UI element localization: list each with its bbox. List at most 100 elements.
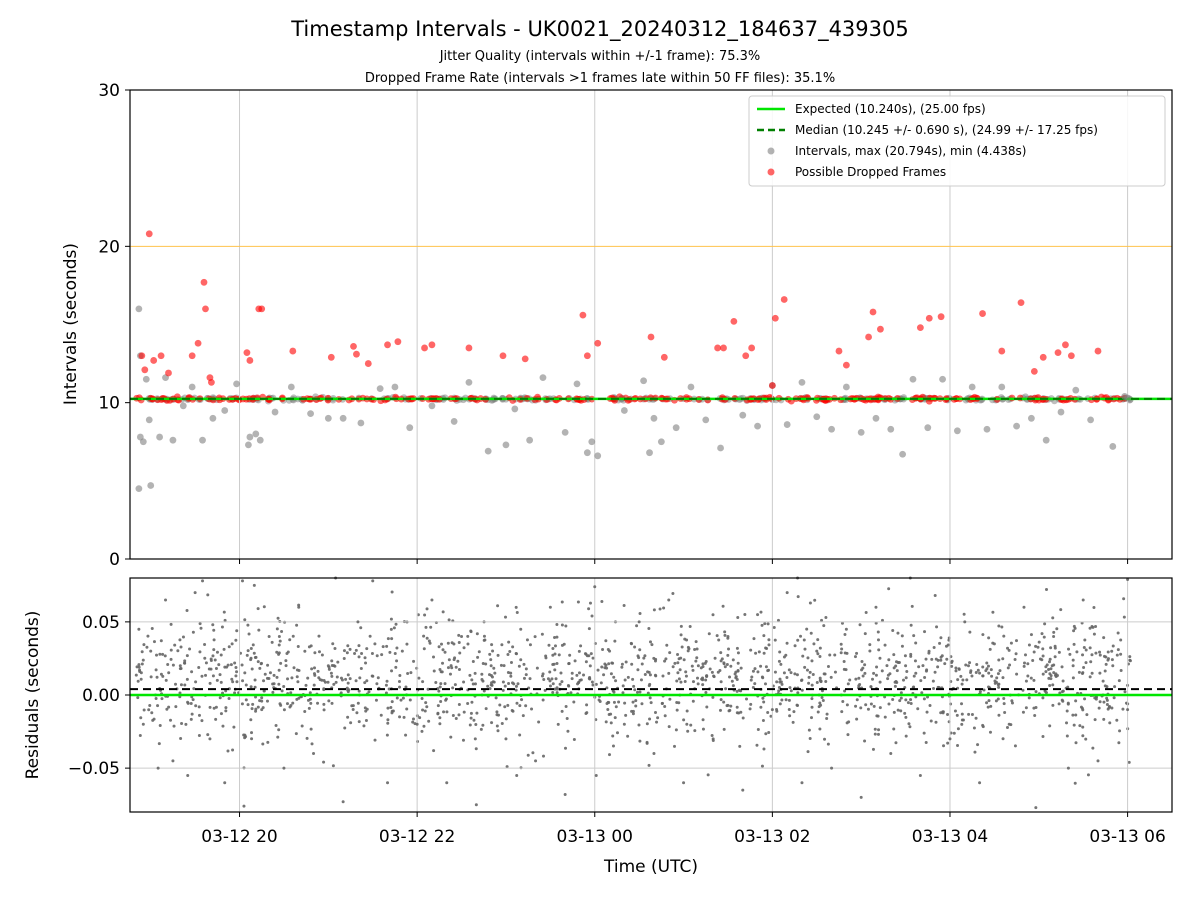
point-residuals bbox=[1110, 658, 1114, 662]
legend-dropped-label: Possible Dropped Frames bbox=[795, 165, 946, 179]
point-residuals bbox=[668, 651, 672, 655]
point-residuals bbox=[155, 653, 159, 657]
point-residuals bbox=[718, 708, 722, 712]
point-residuals bbox=[551, 653, 555, 657]
point-residuals bbox=[392, 626, 396, 630]
point-residuals bbox=[970, 674, 974, 678]
point-intervals bbox=[702, 416, 710, 424]
point-residuals bbox=[1027, 643, 1031, 647]
point-residuals bbox=[903, 711, 907, 715]
point-residuals bbox=[777, 659, 781, 663]
point-residuals bbox=[727, 647, 731, 651]
point-residuals bbox=[620, 662, 624, 666]
point-residuals bbox=[233, 661, 237, 665]
point-residuals bbox=[426, 687, 430, 691]
point-residuals bbox=[517, 664, 521, 668]
point-residuals bbox=[818, 676, 822, 680]
point-residuals bbox=[329, 671, 333, 675]
point-residuals bbox=[664, 657, 668, 661]
point-intervals bbox=[583, 449, 591, 457]
point-residuals bbox=[404, 685, 408, 689]
point-residuals bbox=[825, 717, 829, 721]
point-residuals bbox=[219, 653, 223, 657]
point-residuals bbox=[274, 723, 278, 727]
point-residuals bbox=[922, 697, 926, 701]
point-residuals bbox=[374, 698, 378, 702]
point-residuals bbox=[824, 616, 828, 620]
point-residuals bbox=[266, 663, 270, 667]
point-residuals bbox=[489, 673, 493, 677]
point-residuals bbox=[723, 633, 727, 637]
point-residuals bbox=[390, 637, 394, 641]
point-residuals bbox=[684, 674, 688, 678]
point-residuals bbox=[756, 727, 760, 731]
point-residuals bbox=[504, 615, 508, 619]
point-residuals bbox=[649, 701, 653, 705]
point-residuals bbox=[480, 672, 484, 676]
point-residuals bbox=[762, 747, 766, 751]
point-residuals bbox=[211, 654, 215, 658]
point-residuals bbox=[677, 657, 681, 661]
point-residuals bbox=[457, 702, 461, 706]
chart-title: Timestamp Intervals - UK0021_20240312_18… bbox=[290, 17, 909, 42]
point-residuals bbox=[626, 734, 630, 738]
point-residuals bbox=[904, 664, 908, 668]
point-residuals bbox=[423, 709, 427, 713]
point-residuals bbox=[588, 601, 592, 605]
point-residuals bbox=[508, 649, 512, 653]
point-residuals bbox=[908, 725, 912, 729]
point-residuals bbox=[140, 662, 144, 666]
point-intervals bbox=[1013, 422, 1020, 430]
point-residuals bbox=[663, 714, 667, 718]
point-residuals bbox=[716, 670, 720, 674]
point-residuals bbox=[198, 622, 202, 626]
point-residuals bbox=[1027, 696, 1031, 700]
point-residuals bbox=[662, 606, 666, 610]
point-residuals bbox=[984, 669, 988, 673]
point-residuals bbox=[707, 632, 711, 636]
point-residuals bbox=[215, 678, 219, 682]
point-residuals bbox=[277, 652, 281, 656]
point-residuals bbox=[346, 673, 350, 677]
point-residuals bbox=[256, 660, 260, 664]
point-residuals bbox=[363, 681, 367, 685]
point-residuals bbox=[397, 679, 401, 683]
point-residuals bbox=[986, 664, 990, 668]
point-residuals bbox=[871, 747, 875, 751]
point-residuals bbox=[787, 668, 791, 672]
point-residuals bbox=[823, 737, 827, 741]
point-residuals bbox=[495, 724, 499, 728]
point-residuals bbox=[1081, 598, 1085, 602]
point-residuals bbox=[395, 696, 399, 700]
point-residuals bbox=[1052, 671, 1056, 675]
point-residuals bbox=[1093, 696, 1097, 700]
point-intervals bbox=[739, 411, 747, 419]
point-residuals bbox=[199, 626, 203, 630]
point-residuals bbox=[295, 623, 299, 627]
point-residuals bbox=[395, 659, 399, 663]
point-residuals bbox=[924, 669, 928, 673]
point-residuals bbox=[878, 656, 882, 660]
point-residuals bbox=[330, 674, 334, 678]
point-residuals bbox=[672, 744, 676, 748]
point-residuals bbox=[636, 668, 640, 672]
point-residuals bbox=[874, 605, 878, 609]
point-residuals bbox=[509, 660, 513, 664]
point-residuals bbox=[400, 649, 404, 653]
point-residuals bbox=[1041, 672, 1045, 676]
point-residuals bbox=[875, 665, 879, 669]
point-residuals bbox=[605, 666, 609, 670]
point-residuals bbox=[733, 672, 737, 676]
point-residuals bbox=[364, 709, 368, 713]
point-residuals bbox=[385, 644, 389, 648]
point-residuals bbox=[810, 705, 814, 709]
point-residuals bbox=[826, 664, 830, 668]
point-residuals bbox=[390, 700, 394, 704]
point-residuals bbox=[245, 653, 249, 657]
point-residuals bbox=[415, 722, 419, 726]
point-intervals bbox=[339, 414, 347, 422]
point-residuals bbox=[748, 707, 752, 711]
point-residuals bbox=[998, 669, 1002, 673]
point-possible-dropped-frames bbox=[1054, 349, 1062, 357]
point-residuals bbox=[496, 604, 500, 608]
